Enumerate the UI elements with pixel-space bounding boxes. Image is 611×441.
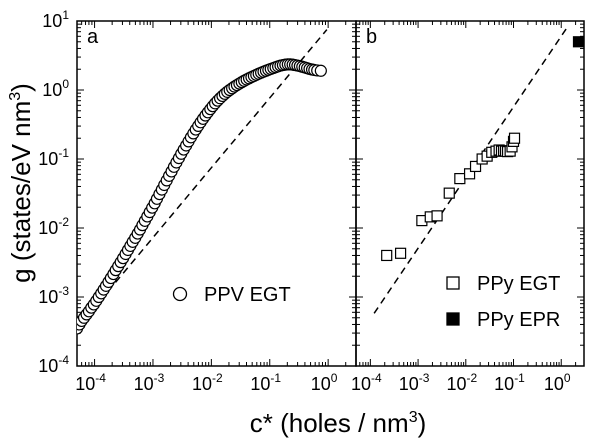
x-axis-title: c* (holes / nm3) [250,408,427,438]
legend-label: PPV EGT [204,284,291,306]
y-tick-label: 100 [42,77,69,100]
panel-b: b 10-4 10-3 10-2 10-1 100 PPy EGT PPy EPR [351,20,585,394]
legend-marker-square-open [446,276,460,290]
reference-dashed-line [77,29,328,329]
data-point-square-open [443,187,455,199]
y-tick-label: 10-3 [38,284,69,307]
y-tick-label: 101 [42,8,69,31]
panel-label: a [87,26,99,48]
plot-area [77,29,328,335]
data-point-square-open [381,249,393,262]
data-point-circle [314,64,327,77]
x-tick-label: 10-1 [494,371,525,394]
y-tick-label: 10-1 [38,146,69,169]
x-tick-label: 10-3 [399,371,430,394]
x-tick-label: 10-2 [192,371,223,394]
plot-frame [355,20,585,367]
panel-a: a 10-4 10-3 10-2 10-1 100 10-4 10-3 10-2 10-1 100 1… [38,8,357,394]
data-point-square-open [508,132,521,144]
x-tick-label: 10-4 [75,371,106,394]
data-point-square-open [431,210,443,222]
panel-label: b [366,26,377,48]
data-point-square-filled [572,36,584,48]
legend-label: PPy EGT [477,273,560,295]
data-point-square-open [463,168,476,180]
x-tick-label: 10-2 [446,371,477,394]
legend-marker-square-filled [446,312,460,326]
legend-marker-circle [172,286,188,302]
data-point-square-open [454,172,466,185]
y-axis-title: g (states/eV nm3) [6,83,36,283]
y-tick-label: 10-4 [38,353,69,376]
x-tick-label: 100 [311,371,338,394]
x-tick-label: 10-1 [250,371,281,394]
x-tick-label: 100 [544,371,571,394]
data-point-square-open [394,247,407,259]
data-point-square-open [469,160,482,173]
y-tick-label: 10-2 [38,215,69,238]
x-tick-label: 10-4 [351,371,382,394]
legend-label: PPy EPR [477,309,560,331]
x-tick-label: 10-3 [134,371,165,394]
plot-area [373,25,584,314]
